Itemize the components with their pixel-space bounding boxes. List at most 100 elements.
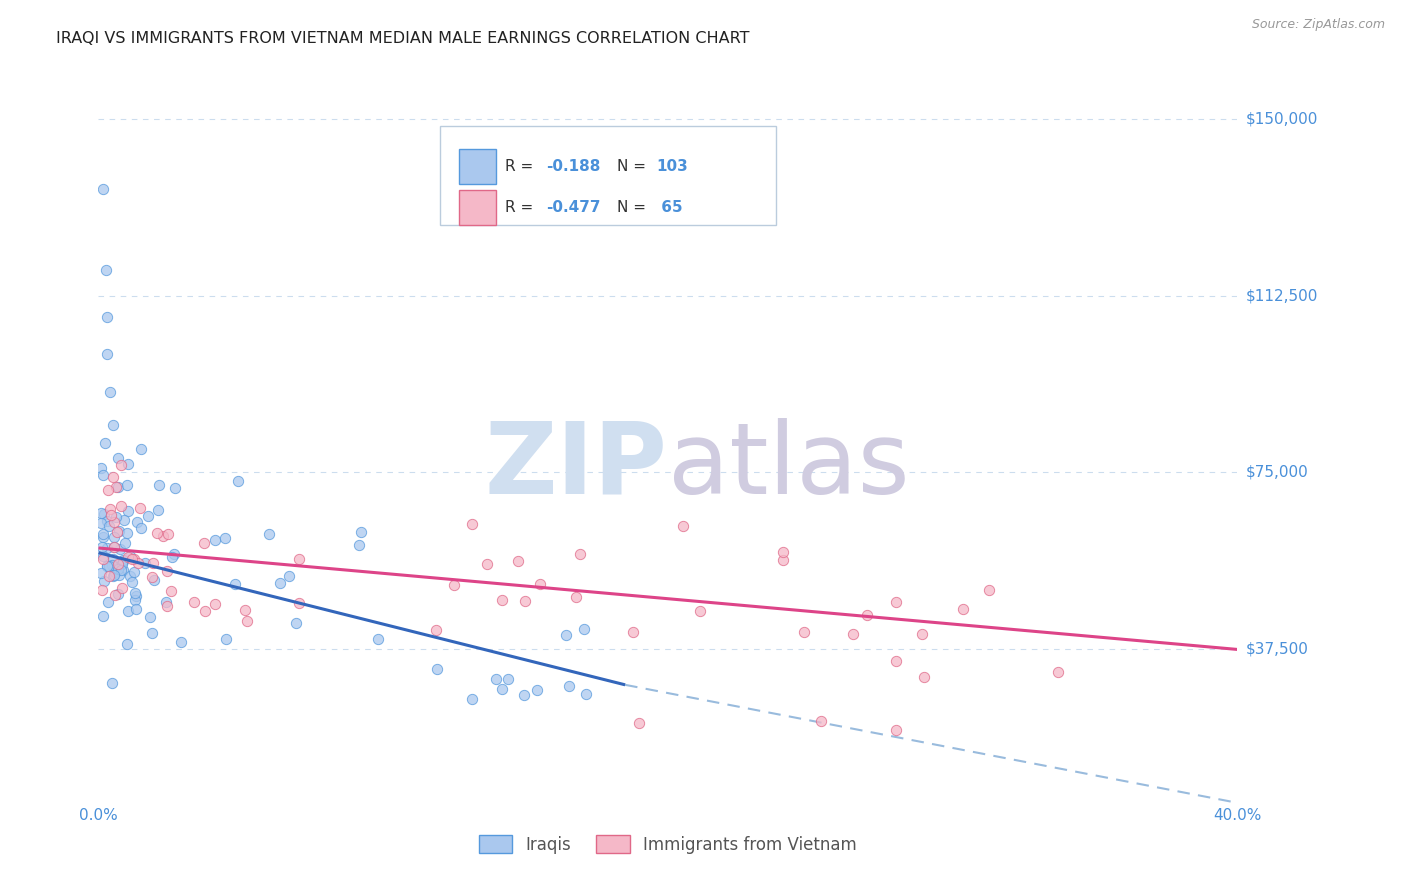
FancyBboxPatch shape [440, 126, 776, 225]
Point [121, 552, 143, 566]
Point [856, 607, 879, 622]
Point [555, 628, 578, 642]
Point [841, 626, 863, 640]
Point [127, 556, 149, 570]
Point [277, 569, 299, 583]
Point [129, 500, 152, 515]
Point [117, 604, 139, 618]
Point [117, 458, 139, 472]
Point [156, 599, 179, 613]
Point [513, 594, 536, 608]
Point [107, 557, 129, 571]
Point [115, 637, 138, 651]
Point [127, 515, 149, 529]
Point [96, 514, 118, 528]
Point [91, 608, 114, 623]
Point [91, 540, 114, 554]
Text: 65: 65 [657, 200, 683, 215]
Point [162, 549, 184, 564]
Point [93, 574, 115, 589]
Point [103, 559, 125, 574]
Point [193, 535, 215, 549]
Point [111, 552, 134, 566]
Point [884, 654, 907, 668]
Point [142, 556, 165, 570]
Point [772, 553, 794, 567]
Point [163, 481, 186, 495]
Point [112, 513, 135, 527]
Point [108, 568, 131, 582]
Point [107, 587, 129, 601]
Text: $112,500: $112,500 [1246, 288, 1317, 303]
Point [952, 601, 974, 615]
Point [122, 565, 145, 579]
Point [910, 627, 932, 641]
Point [94, 262, 117, 277]
Point [214, 532, 236, 546]
Point [111, 563, 134, 577]
Point [98, 519, 121, 533]
Point [90, 461, 112, 475]
Point [115, 478, 138, 492]
Point [96, 541, 118, 555]
Point [461, 516, 484, 531]
Point [233, 603, 256, 617]
Text: 103: 103 [657, 159, 688, 174]
Point [367, 632, 389, 647]
Point [236, 614, 259, 628]
Point [122, 552, 145, 566]
Point [103, 515, 125, 529]
Point [93, 507, 115, 521]
Point [100, 508, 122, 522]
Point [115, 525, 138, 540]
Point [124, 593, 146, 607]
Point [557, 680, 579, 694]
Point [288, 596, 311, 610]
Point [91, 549, 114, 563]
Point [884, 723, 907, 737]
Point [118, 549, 141, 563]
Point [96, 559, 118, 574]
Point [98, 502, 121, 516]
Point [224, 577, 246, 591]
Point [152, 528, 174, 542]
Text: R =: R = [505, 200, 538, 215]
Point [139, 610, 162, 624]
Text: $37,500: $37,500 [1246, 642, 1309, 657]
Point [1047, 665, 1070, 679]
Point [621, 625, 644, 640]
Point [257, 527, 280, 541]
Point [575, 688, 598, 702]
Point [526, 682, 548, 697]
Point [101, 558, 124, 572]
Text: $75,000: $75,000 [1246, 465, 1309, 480]
Point [91, 530, 114, 544]
Text: -0.188: -0.188 [546, 159, 600, 174]
Point [287, 552, 309, 566]
Text: N =: N = [617, 200, 651, 215]
Point [912, 669, 935, 683]
Point [101, 418, 124, 433]
Point [284, 615, 307, 630]
Point [108, 541, 131, 556]
Point [565, 590, 588, 604]
Point [204, 533, 226, 547]
Point [156, 564, 179, 578]
Point [228, 474, 250, 488]
Point [90, 566, 112, 580]
Bar [460, 190, 496, 225]
Point [349, 538, 371, 552]
Point [104, 510, 127, 524]
Point [125, 589, 148, 603]
Point [117, 550, 139, 565]
Point [103, 540, 125, 554]
Point [110, 563, 132, 577]
Point [129, 442, 152, 456]
Point [170, 635, 193, 649]
Point [141, 626, 163, 640]
Point [107, 451, 129, 466]
Text: N =: N = [617, 159, 651, 174]
Point [477, 557, 499, 571]
Point [461, 691, 484, 706]
Point [148, 503, 170, 517]
